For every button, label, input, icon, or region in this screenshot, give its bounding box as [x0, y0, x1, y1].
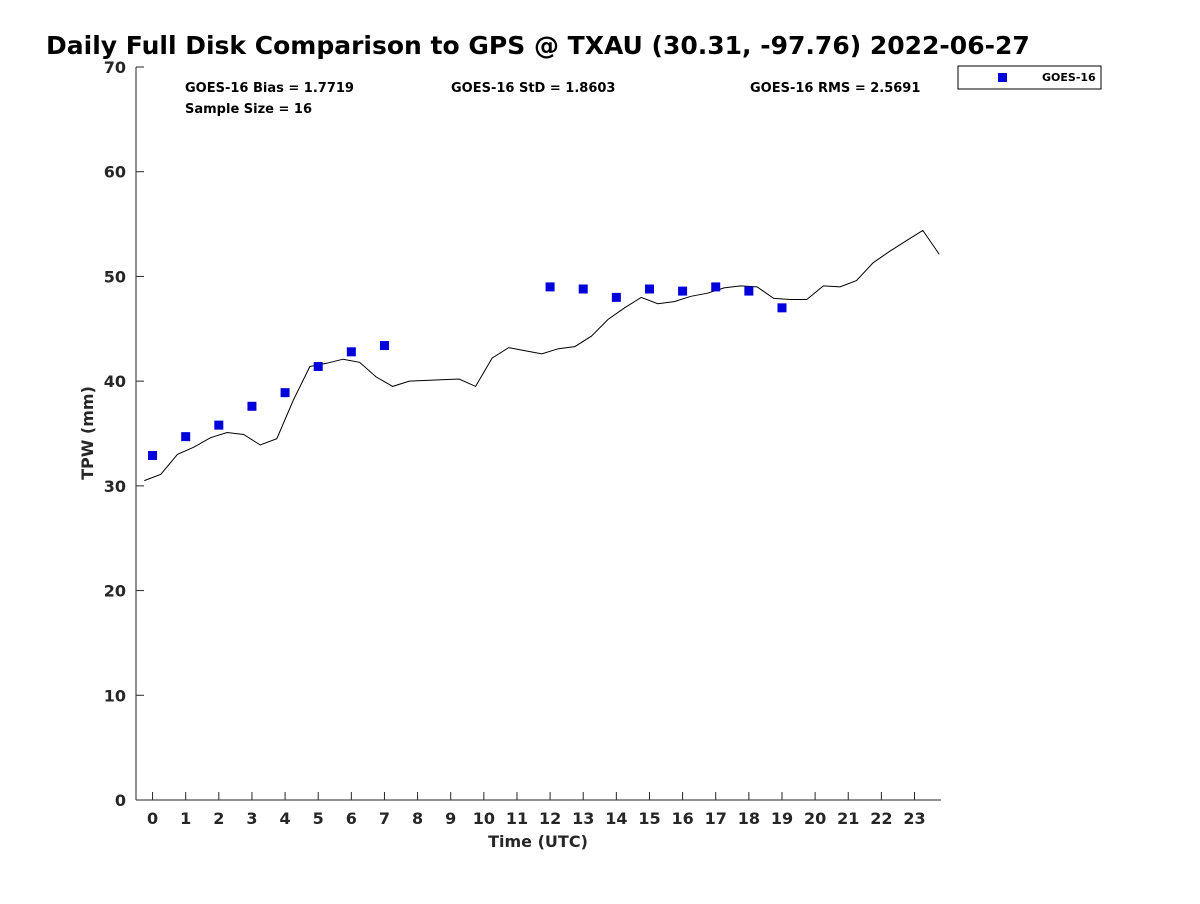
goes16-point: [545, 282, 555, 292]
goes16-point: [247, 401, 257, 411]
y-axis-label: TPW (mm): [78, 386, 97, 480]
x-tick-label: 15: [638, 809, 660, 828]
x-tick-label: 19: [771, 809, 793, 828]
goes16-point: [346, 347, 356, 357]
goes16-point: [181, 432, 191, 442]
y-tick-label: 70: [104, 58, 126, 77]
x-tick-label: 23: [903, 809, 925, 828]
goes16-point: [611, 292, 621, 302]
x-tick-label: 22: [870, 809, 892, 828]
x-tick-label: 6: [346, 809, 357, 828]
gps-line-series: [144, 229, 940, 482]
x-tick-label: 2: [213, 809, 224, 828]
goes16-point: [777, 303, 787, 313]
rms-stat: GOES-16 RMS = 2.5691: [750, 81, 920, 96]
x-tick-label: 7: [379, 809, 390, 828]
x-tick-label: 21: [837, 809, 859, 828]
goes16-point: [644, 284, 654, 294]
x-tick-label: 1: [180, 809, 191, 828]
goes16-point: [711, 282, 721, 292]
y-tick-label: 20: [104, 582, 126, 601]
x-tick-label: 17: [705, 809, 727, 828]
sample-size-stat: Sample Size = 16: [185, 102, 312, 117]
bias-stat: GOES-16 Bias = 1.7719: [185, 81, 354, 96]
goes16-point: [148, 450, 158, 460]
goes16-point: [744, 286, 754, 296]
x-tick-label: 4: [280, 809, 291, 828]
chart-title: Daily Full Disk Comparison to GPS @ TXAU…: [46, 31, 1030, 60]
std-stat: GOES-16 StD = 1.8603: [451, 81, 615, 96]
x-tick-label: 8: [412, 809, 423, 828]
goes16-point-series: [148, 282, 787, 460]
y-tick-label: 60: [104, 163, 126, 182]
x-tick-label: 3: [246, 809, 257, 828]
legend: GOES-16: [957, 65, 1102, 90]
y-tick-label: 10: [104, 686, 126, 705]
x-tick-label: 12: [539, 809, 561, 828]
x-tick-label: 0: [147, 809, 158, 828]
gps-line: [144, 229, 940, 482]
x-tick-label: 5: [313, 809, 324, 828]
x-tick-label: 20: [804, 809, 826, 828]
goes16-point: [313, 361, 323, 371]
x-tick-label: 18: [738, 809, 760, 828]
y-tick-label: 40: [104, 372, 126, 391]
legend-label: GOES-16: [1042, 71, 1096, 84]
goes16-point: [280, 388, 290, 398]
legend-marker: [998, 73, 1007, 82]
x-axis-label: Time (UTC): [488, 832, 588, 851]
x-tick-label: 9: [445, 809, 456, 828]
goes16-point: [214, 420, 224, 430]
goes16-point: [678, 286, 688, 296]
x-tick-label: 14: [605, 809, 627, 828]
goes16-point: [578, 284, 588, 294]
goes16-point: [379, 341, 389, 351]
x-tick-label: 16: [671, 809, 693, 828]
x-tick-label: 10: [473, 809, 495, 828]
y-tick-label: 50: [104, 267, 126, 286]
y-tick-label: 0: [115, 791, 126, 810]
y-tick-label: 30: [104, 477, 126, 496]
x-tick-label: 11: [506, 809, 528, 828]
x-tick-label: 13: [572, 809, 594, 828]
legend-box: [957, 65, 1102, 90]
